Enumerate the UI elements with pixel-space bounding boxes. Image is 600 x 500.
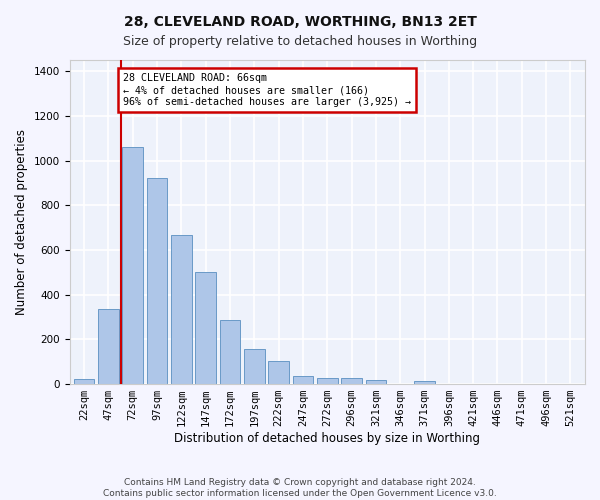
Bar: [220, 320, 241, 384]
Bar: [147, 178, 167, 384]
Bar: [74, 379, 94, 384]
X-axis label: Distribution of detached houses by size in Worthing: Distribution of detached houses by size …: [174, 432, 480, 445]
Bar: [244, 350, 265, 384]
Bar: [341, 378, 362, 384]
Bar: [171, 236, 192, 384]
Bar: [122, 147, 143, 384]
Bar: [365, 380, 386, 384]
Bar: [293, 376, 313, 384]
Text: 28, CLEVELAND ROAD, WORTHING, BN13 2ET: 28, CLEVELAND ROAD, WORTHING, BN13 2ET: [124, 15, 476, 29]
Bar: [268, 360, 289, 384]
Y-axis label: Number of detached properties: Number of detached properties: [15, 129, 28, 315]
Text: 28 CLEVELAND ROAD: 66sqm
← 4% of detached houses are smaller (166)
96% of semi-d: 28 CLEVELAND ROAD: 66sqm ← 4% of detache…: [123, 74, 411, 106]
Bar: [317, 378, 338, 384]
Bar: [414, 382, 435, 384]
Text: Size of property relative to detached houses in Worthing: Size of property relative to detached ho…: [123, 35, 477, 48]
Text: Contains HM Land Registry data © Crown copyright and database right 2024.
Contai: Contains HM Land Registry data © Crown c…: [103, 478, 497, 498]
Bar: [196, 272, 216, 384]
Bar: [98, 309, 119, 384]
